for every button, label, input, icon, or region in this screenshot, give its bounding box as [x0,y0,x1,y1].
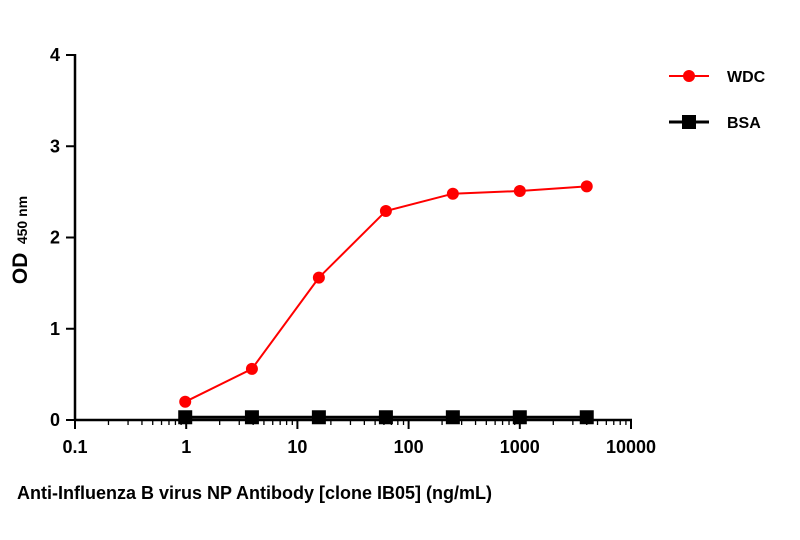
data-point-bsa [579,410,594,425]
legend-marker [682,115,696,129]
axes: 0.1 1 10 100 1000 10000 0 1 2 3 4 [50,45,656,457]
data-point-bsa [378,410,393,425]
legend-item-wdc: WDC [669,69,766,86]
data-point-bsa [178,410,193,425]
x-tick-label: 100 [394,437,424,457]
data-point-wdc [312,271,325,284]
x-axis-label: Anti-Influenza B virus NP Antibody [clon… [17,483,492,503]
series-layer [178,180,594,425]
legend-item-bsa: BSA [669,115,761,132]
y-tick-label: 2 [50,228,60,248]
legend: WDC BSA [669,69,766,132]
legend-marker [683,70,695,82]
data-point-wdc [513,184,526,197]
x-tick-label: 10 [287,437,307,457]
y-tick-label: 0 [50,410,60,430]
data-point-bsa [512,410,527,425]
y-tick-label: 1 [50,319,60,339]
x-tick-label: 0.1 [62,437,87,457]
data-point-wdc [379,205,392,218]
data-point-bsa [445,410,460,425]
data-point-bsa [244,410,259,425]
data-point-wdc [245,362,258,375]
legend-label: BSA [727,115,761,132]
y-axis-label-main: OD [9,253,32,285]
data-point-wdc [446,187,459,200]
x-tick-label: 10000 [606,437,656,457]
x-tick-label: 1 [181,437,191,457]
series-bsa [178,410,594,425]
data-point-bsa [311,410,326,425]
y-axis-label: OD 450 nm [9,196,32,284]
legend-label: WDC [727,69,766,86]
y-axis-label-sub: 450 nm [14,196,30,244]
series-wdc [179,180,593,408]
data-point-wdc [179,395,192,408]
series-line-wdc [184,185,587,403]
x-tick-label: 1000 [500,437,540,457]
data-point-wdc [580,180,593,193]
y-tick-label: 3 [50,136,60,156]
y-tick-label: 4 [50,45,60,65]
